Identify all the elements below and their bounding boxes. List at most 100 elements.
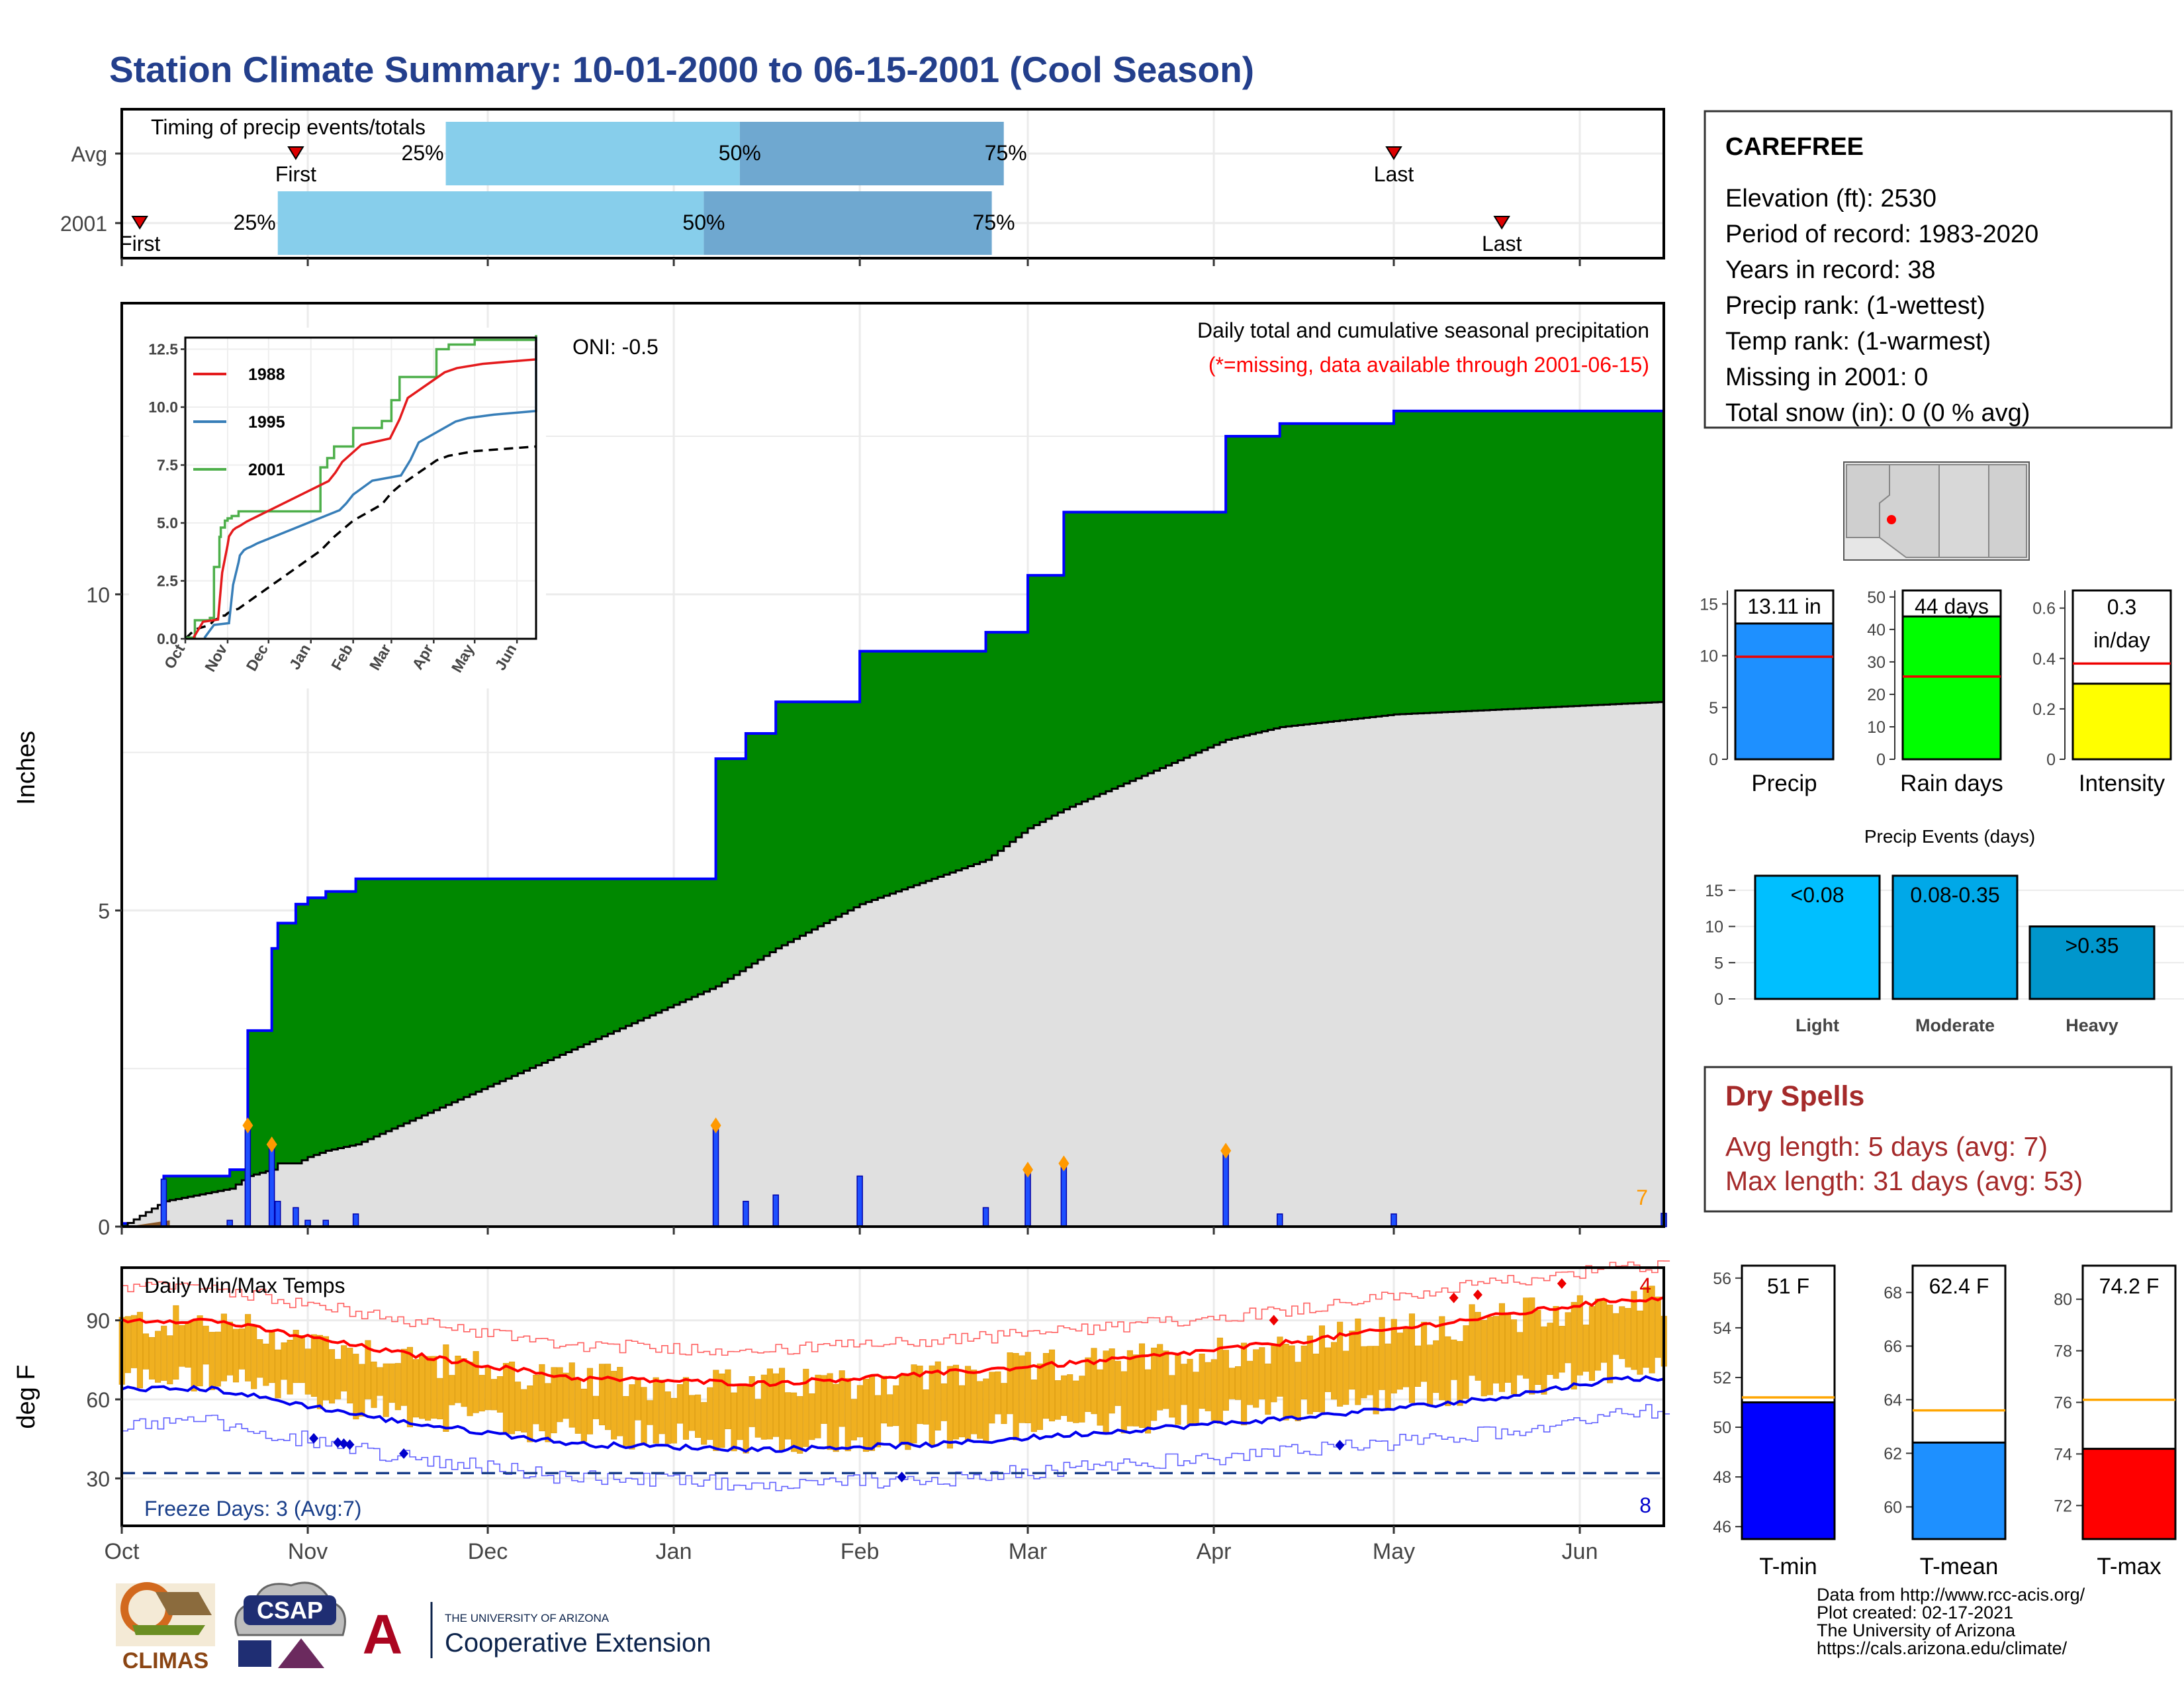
daily-temp-bar: [226, 1321, 233, 1376]
daily-temp-bar: [1163, 1350, 1169, 1409]
daily-temp-bar: [1097, 1369, 1103, 1426]
daily-temp-bar: [1067, 1374, 1073, 1422]
daily-temp-bar: [1061, 1375, 1068, 1416]
daily-temp-bar: [695, 1394, 702, 1438]
daily-temp-bar: [862, 1378, 870, 1452]
precip-legend-note: (*=missing, data available through 2001-…: [1208, 353, 1649, 377]
daily-precip-bar: [982, 1207, 989, 1227]
station-line-4: Temp rank: (1-warmest): [1725, 328, 1991, 355]
month-label-Feb: Feb: [841, 1539, 880, 1564]
daily-temp-bar: [335, 1358, 341, 1399]
daily-temp-bar: [1445, 1336, 1451, 1407]
daily-temp-bar: [281, 1342, 287, 1380]
daily-temp-bar: [743, 1384, 749, 1454]
daily-temp-bar: [647, 1400, 653, 1425]
daily-temp-bar: [185, 1321, 191, 1368]
daily-temp-bar: [322, 1336, 330, 1401]
avg-max-line: [121, 1295, 1664, 1387]
daily-temp-bar: [1199, 1353, 1205, 1409]
daily-temp-bar: [1402, 1327, 1409, 1387]
daily-temp-bar: [527, 1385, 533, 1442]
min-record-marker: [345, 1439, 355, 1450]
daily-temp-bar: [1073, 1380, 1079, 1423]
daily-temp-bar: [208, 1332, 215, 1390]
event-bar-label-Light: <0.08: [1791, 883, 1844, 907]
daily-temp-bar: [1523, 1297, 1529, 1379]
daily-temp-bar: [1439, 1316, 1445, 1401]
daily-temp-bar: [1169, 1375, 1175, 1418]
inset-legend-label-2001: 2001: [248, 461, 285, 479]
temp-ytick-label: 90: [86, 1309, 110, 1333]
tempbar-tick-label: 54: [1713, 1319, 1731, 1338]
max-record-marker: [1269, 1315, 1279, 1326]
daily-precip-bar: [712, 1125, 719, 1227]
daily-temp-bar: [251, 1325, 257, 1389]
daily-temp-bar: [701, 1402, 707, 1445]
summary-label-Precip: 13.11 in: [1747, 594, 1821, 618]
daily-temp-bar: [1048, 1349, 1056, 1422]
daily-temp-bar: [1469, 1304, 1475, 1376]
daily-temp-bar: [1024, 1352, 1031, 1423]
temp-ytick-label: 60: [86, 1388, 110, 1412]
inset-ytick-label: 12.5: [148, 341, 178, 358]
daily-temp-bar: [946, 1366, 953, 1449]
daily-temp-bar: [821, 1375, 827, 1424]
daily-temp-bar: [641, 1387, 647, 1445]
daily-temp-bar: [203, 1325, 209, 1365]
summary-name-Intensity: Intensity: [2079, 771, 2165, 796]
daily-temp-bar: [179, 1325, 185, 1367]
daily-temp-bar: [1390, 1319, 1397, 1393]
precip-legend-title: Daily total and cumulative seasonal prec…: [1197, 318, 1649, 342]
daily-temp-bar: [1570, 1301, 1577, 1389]
daily-temp-bar: [983, 1378, 989, 1443]
timing-label-50: 50%: [682, 211, 725, 234]
daily-precip-bar: [856, 1175, 863, 1227]
daily-temp-bar: [197, 1315, 203, 1387]
daily-temp-bar: [269, 1331, 275, 1383]
daily-temp-bar: [629, 1384, 635, 1450]
temp-border: [120, 1266, 1665, 1527]
month-label-May: May: [1373, 1539, 1415, 1564]
daily-temp-bar: [508, 1361, 516, 1434]
avg-exceed-area: [128, 1220, 170, 1227]
daily-temp-bar: [1259, 1347, 1265, 1399]
daily-temp-bar: [905, 1376, 911, 1450]
tempbar-T-min: [1741, 1401, 1836, 1540]
daily-temp-bar: [130, 1315, 137, 1368]
daily-temp-bar: [940, 1383, 947, 1421]
dry-spells-box: [1704, 1066, 2173, 1213]
daily-temp-bar: [1295, 1362, 1301, 1421]
daily-temp-bar: [1594, 1298, 1602, 1371]
daily-precip-bar: [772, 1194, 779, 1227]
precip-y-axis-label: Inches: [13, 731, 40, 805]
daily-temp-bar: [1253, 1349, 1259, 1408]
daily-temp-bar: [1637, 1310, 1643, 1375]
daily-temp-bar: [635, 1378, 641, 1421]
precip-corner-count: 7: [1636, 1186, 1648, 1209]
summary-name-Rain days: Rain days: [1900, 771, 2003, 796]
inset-line-2001: [185, 335, 537, 639]
daily-precip-bar: [293, 1207, 299, 1227]
daily-temp-bar: [1289, 1345, 1295, 1417]
daily-temp-bar: [754, 1399, 761, 1438]
daily-temp-bar: [136, 1311, 143, 1389]
events-tick-label: 5: [1714, 954, 1723, 972]
daily-temp-bar: [371, 1361, 377, 1408]
daily-temp-bar: [1492, 1316, 1499, 1383]
timing-first-marker: [287, 146, 304, 160]
daily-temp-bar: [839, 1370, 845, 1427]
precip-ytick-label: 0: [98, 1215, 110, 1239]
daily-precip-marker: [266, 1136, 277, 1152]
daily-temp-bar: [1427, 1344, 1433, 1407]
daily-temp-bar: [502, 1363, 510, 1434]
daily-temp-bar: [232, 1329, 240, 1383]
daily-temp-bar: [1619, 1306, 1625, 1359]
max-record-marker: [1449, 1292, 1459, 1303]
inset-ytick-label: 0.0: [157, 630, 178, 647]
tempbar-name-T-max: T-max: [2097, 1554, 2161, 1579]
inset-ytick-label: 10.0: [148, 399, 178, 416]
daily-temp-bar: [1349, 1331, 1355, 1390]
summary-label-Intensity: 0.3: [2107, 595, 2136, 619]
daily-temp-bar: [760, 1374, 767, 1440]
summary-tick-label: 15: [1700, 595, 1718, 614]
